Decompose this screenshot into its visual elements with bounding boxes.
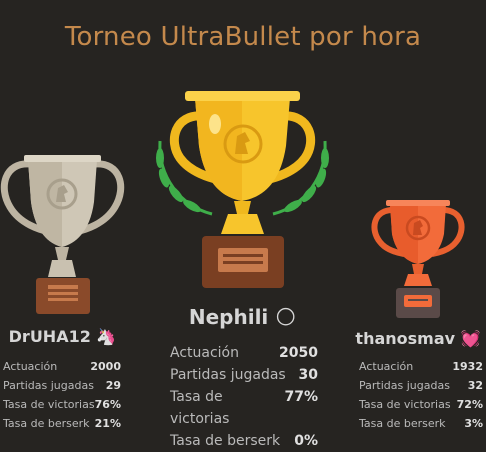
stat-label: Actuación (170, 345, 239, 361)
unicorn-icon: 🦄 (96, 327, 117, 346)
stat-value: 0% (294, 433, 318, 449)
stat-rating-row: Actuación 2000 (3, 357, 121, 376)
stat-winrate-row: Tasa de victorias 76% (3, 395, 121, 414)
stat-rating-row: Actuación 2050 (170, 342, 318, 364)
stat-label: Partidas jugadas (359, 379, 450, 392)
stat-value: 30 (298, 367, 318, 383)
stats-first: Actuación 2050 Partidas jugadas 30 Tasa de… (170, 342, 318, 452)
stat-value: 2050 (279, 345, 318, 361)
stat-label: Tasa de victorias (170, 389, 230, 427)
stat-winrate-row: Tasa de victorias 77% (170, 386, 318, 430)
stat-label: Actuación (359, 360, 414, 373)
stat-value: 3% (464, 417, 483, 430)
stat-label: Partidas jugadas (3, 379, 94, 392)
stat-value: 77% (284, 389, 318, 405)
bronze-trophy-icon (371, 200, 465, 318)
stats-third: Actuación 1932 Partidas jugadas 32 Tasa de… (359, 357, 483, 433)
stat-value: 76% (94, 398, 121, 411)
player-first[interactable]: Nephili 🌕 (140, 305, 345, 329)
player-name: Nephili (188, 305, 269, 329)
stat-label: Tasa de berserk (3, 417, 90, 430)
stat-label: Tasa de victorias (3, 398, 95, 411)
stat-games-row: Partidas jugadas 29 (3, 376, 121, 395)
stat-berserk-row: Tasa de berserk 21% (3, 414, 121, 433)
moon-icon: 🌕 (275, 305, 297, 329)
stat-value: 1932 (452, 360, 483, 373)
stat-label: Partidas jugadas (170, 367, 286, 383)
stat-games-row: Partidas jugadas 30 (170, 364, 318, 386)
stat-berserk-row: Tasa de berserk 3% (359, 414, 483, 433)
player-name: DrUHA12 (8, 327, 91, 346)
silver-trophy-icon (0, 155, 125, 314)
tournament-title: Torneo UltraBullet por hora (64, 22, 422, 52)
stat-value: 29 (105, 379, 121, 392)
player-name: thanosmav (355, 329, 456, 348)
stat-value: 72% (456, 398, 483, 411)
stat-label: Tasa de berserk (359, 417, 446, 430)
stat-winrate-row: Tasa de victorias 72% (359, 395, 483, 414)
stat-label: Tasa de berserk (170, 433, 281, 449)
stat-value: 21% (94, 417, 121, 430)
stat-games-row: Partidas jugadas 32 (359, 376, 483, 395)
stat-value: 32 (467, 379, 483, 392)
stat-label: Tasa de victorias (359, 398, 451, 411)
stat-berserk-row: Tasa de berserk 0% (170, 430, 318, 452)
player-third[interactable]: thanosmav 💓 (350, 329, 486, 348)
gold-trophy-icon (156, 91, 329, 288)
stat-value: 2000 (90, 360, 121, 373)
stat-rating-row: Actuación 1932 (359, 357, 483, 376)
stats-second: Actuación 2000 Partidas jugadas 29 Tasa de… (3, 357, 121, 433)
player-second[interactable]: DrUHA12 🦄 (0, 327, 125, 346)
stat-label: Actuación (3, 360, 58, 373)
heart-icon: 💓 (460, 329, 481, 348)
